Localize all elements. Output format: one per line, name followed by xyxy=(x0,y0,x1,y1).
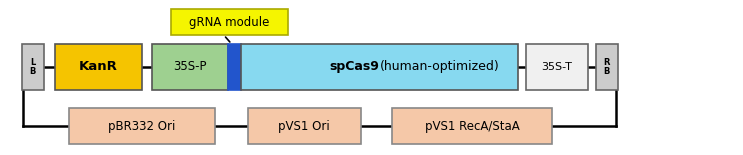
Text: pVS1 RecA/StaA: pVS1 RecA/StaA xyxy=(424,120,519,133)
Text: pVS1 Ori: pVS1 Ori xyxy=(279,120,330,133)
Text: 35S-P: 35S-P xyxy=(173,60,207,73)
Text: 35S-T: 35S-T xyxy=(542,62,572,72)
Text: pBR332 Ori: pBR332 Ori xyxy=(108,120,176,133)
FancyBboxPatch shape xyxy=(228,44,241,90)
FancyBboxPatch shape xyxy=(392,108,552,144)
FancyBboxPatch shape xyxy=(152,44,228,90)
Text: gRNA module: gRNA module xyxy=(189,16,270,29)
FancyBboxPatch shape xyxy=(526,44,588,90)
FancyBboxPatch shape xyxy=(55,44,142,90)
FancyBboxPatch shape xyxy=(69,108,215,144)
Text: KanR: KanR xyxy=(79,60,118,73)
Text: spCas9: spCas9 xyxy=(330,60,380,73)
FancyBboxPatch shape xyxy=(22,44,44,90)
FancyBboxPatch shape xyxy=(596,44,617,90)
FancyBboxPatch shape xyxy=(247,108,360,144)
FancyBboxPatch shape xyxy=(241,44,518,90)
Text: (human-optimized): (human-optimized) xyxy=(380,60,499,73)
Text: R
B: R B xyxy=(603,58,610,76)
FancyBboxPatch shape xyxy=(172,9,288,35)
Text: L
B: L B xyxy=(30,58,36,76)
